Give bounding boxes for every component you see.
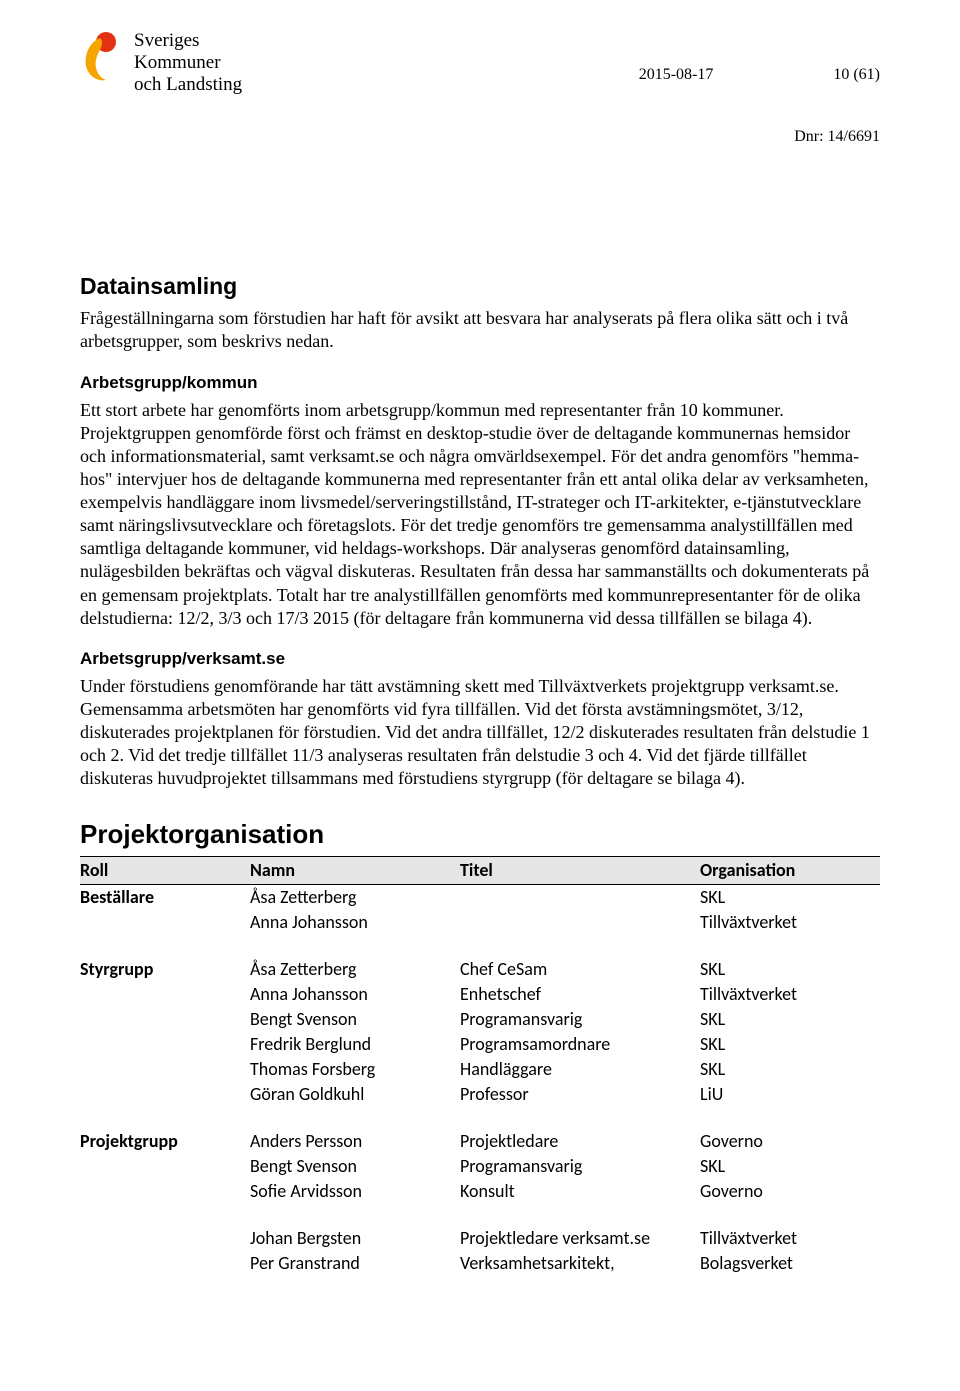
group-spacer: [80, 1204, 880, 1226]
cell-namn: Åsa Zetterberg: [250, 957, 460, 982]
table-header-row: Roll Namn Titel Organisation: [80, 856, 880, 884]
logo-line-2: Kommuner: [134, 52, 242, 74]
cell-roll: [80, 982, 250, 1007]
cell-roll: Styrgrupp: [80, 957, 250, 982]
cell-roll: [80, 1226, 250, 1251]
group-spacer: [80, 1107, 880, 1129]
cell-namn: Per Granstrand: [250, 1251, 460, 1276]
cell-roll: [80, 1179, 250, 1204]
cell-namn: Bengt Svenson: [250, 1154, 460, 1179]
table-row: StyrgruppÅsa ZetterbergChef CeSamSKL: [80, 957, 880, 982]
section-projektorganisation-title: Projektorganisation: [80, 818, 880, 851]
cell-organisation: Governo: [700, 1129, 880, 1154]
cell-organisation: SKL: [700, 1154, 880, 1179]
cell-organisation: SKL: [700, 1007, 880, 1032]
cell-titel: [460, 884, 700, 910]
cell-titel: Verksamhetsarkitekt,: [460, 1251, 700, 1276]
section-datainsamling-title: Datainsamling: [80, 272, 880, 301]
cell-organisation: Governo: [700, 1179, 880, 1204]
cell-namn: Åsa Zetterberg: [250, 884, 460, 910]
cell-titel: Projektledare verksamt.se: [460, 1226, 700, 1251]
logo-line-1: Sveriges: [134, 30, 242, 52]
header-page: 10 (61): [833, 66, 880, 84]
cell-titel: Handläggare: [460, 1057, 700, 1082]
document-body: Datainsamling Frågeställningarna som för…: [80, 272, 880, 1276]
paragraph-arbetsgrupp-verksamt: Under förstudiens genomförande har tätt …: [80, 675, 880, 790]
table-row: Bengt SvensonProgramansvarigSKL: [80, 1154, 880, 1179]
page-header: Sveriges Kommuner och Landsting 2015-08-…: [80, 30, 880, 182]
cell-roll: Projektgrupp: [80, 1129, 250, 1154]
cell-organisation: LiU: [700, 1082, 880, 1107]
cell-namn: Anna Johansson: [250, 910, 460, 935]
table-row: Sofie ArvidssonKonsultGoverno: [80, 1179, 880, 1204]
cell-namn: Fredrik Berglund: [250, 1032, 460, 1057]
cell-organisation: Tillväxtverket: [700, 1226, 880, 1251]
table-row: BeställareÅsa Zetterberg SKL: [80, 884, 880, 910]
header-meta: 2015-08-17 10 (61) Dnr: 14/6691: [639, 30, 880, 182]
cell-titel: Programsamordnare: [460, 1032, 700, 1057]
logo-line-3: och Landsting: [134, 74, 242, 96]
table-row: Bengt SvensonProgramansvarigSKL: [80, 1007, 880, 1032]
table-row: Per GranstrandVerksamhetsarkitekt,Bolags…: [80, 1251, 880, 1276]
cell-namn: Sofie Arvidsson: [250, 1179, 460, 1204]
header-date: 2015-08-17: [639, 66, 714, 84]
table-row: Thomas ForsbergHandläggareSKL: [80, 1057, 880, 1082]
cell-organisation: SKL: [700, 1057, 880, 1082]
cell-titel: Professor: [460, 1082, 700, 1107]
group-spacer: [80, 935, 880, 957]
cell-namn: Anna Johansson: [250, 982, 460, 1007]
cell-organisation: SKL: [700, 884, 880, 910]
cell-roll: [80, 1007, 250, 1032]
paragraph-arbetsgrupp-kommun: Ett stort arbete har genomförts inom arb…: [80, 399, 880, 629]
table-row: Fredrik BerglundProgramsamordnareSKL: [80, 1032, 880, 1057]
cell-roll: [80, 910, 250, 935]
cell-titel: Chef CeSam: [460, 957, 700, 982]
table-row: Göran GoldkuhlProfessorLiU: [80, 1082, 880, 1107]
cell-organisation: Tillväxtverket: [700, 910, 880, 935]
skl-logo-icon: [80, 30, 124, 87]
cell-namn: Göran Goldkuhl: [250, 1082, 460, 1107]
cell-namn: Anders Persson: [250, 1129, 460, 1154]
cell-titel: Konsult: [460, 1179, 700, 1204]
logo: Sveriges Kommuner och Landsting: [80, 30, 242, 96]
cell-titel: Programansvarig: [460, 1154, 700, 1179]
col-roll: Roll: [80, 856, 250, 884]
cell-titel: [460, 910, 700, 935]
cell-namn: Johan Bergsten: [250, 1226, 460, 1251]
cell-roll: [80, 1082, 250, 1107]
cell-organisation: SKL: [700, 957, 880, 982]
cell-roll: Beställare: [80, 884, 250, 910]
cell-organisation: Bolagsverket: [700, 1251, 880, 1276]
cell-roll: [80, 1154, 250, 1179]
table-row: Johan BergstenProjektledare verksamt.seT…: [80, 1226, 880, 1251]
col-organisation: Organisation: [700, 856, 880, 884]
intro-paragraph: Frågeställningarna som förstudien har ha…: [80, 307, 880, 353]
table-row: Anna Johansson Tillväxtverket: [80, 910, 880, 935]
col-namn: Namn: [250, 856, 460, 884]
cell-namn: Thomas Forsberg: [250, 1057, 460, 1082]
cell-namn: Bengt Svenson: [250, 1007, 460, 1032]
cell-roll: [80, 1251, 250, 1276]
header-dnr: Dnr: 14/6691: [639, 128, 880, 146]
table-row: Anna JohanssonEnhetschefTillväxtverket: [80, 982, 880, 1007]
cell-organisation: Tillväxtverket: [700, 982, 880, 1007]
cell-titel: Enhetschef: [460, 982, 700, 1007]
table-row: ProjektgruppAnders PerssonProjektledareG…: [80, 1129, 880, 1154]
subhead-arbetsgrupp-kommun: Arbetsgrupp/kommun: [80, 372, 880, 394]
col-titel: Titel: [460, 856, 700, 884]
logo-text: Sveriges Kommuner och Landsting: [134, 30, 242, 96]
subhead-arbetsgrupp-verksamt: Arbetsgrupp/verksamt.se: [80, 648, 880, 670]
cell-roll: [80, 1032, 250, 1057]
cell-roll: [80, 1057, 250, 1082]
cell-titel: Programansvarig: [460, 1007, 700, 1032]
cell-titel: Projektledare: [460, 1129, 700, 1154]
cell-organisation: SKL: [700, 1032, 880, 1057]
projektorganisation-table: Roll Namn Titel Organisation BeställareÅ…: [80, 856, 880, 1276]
